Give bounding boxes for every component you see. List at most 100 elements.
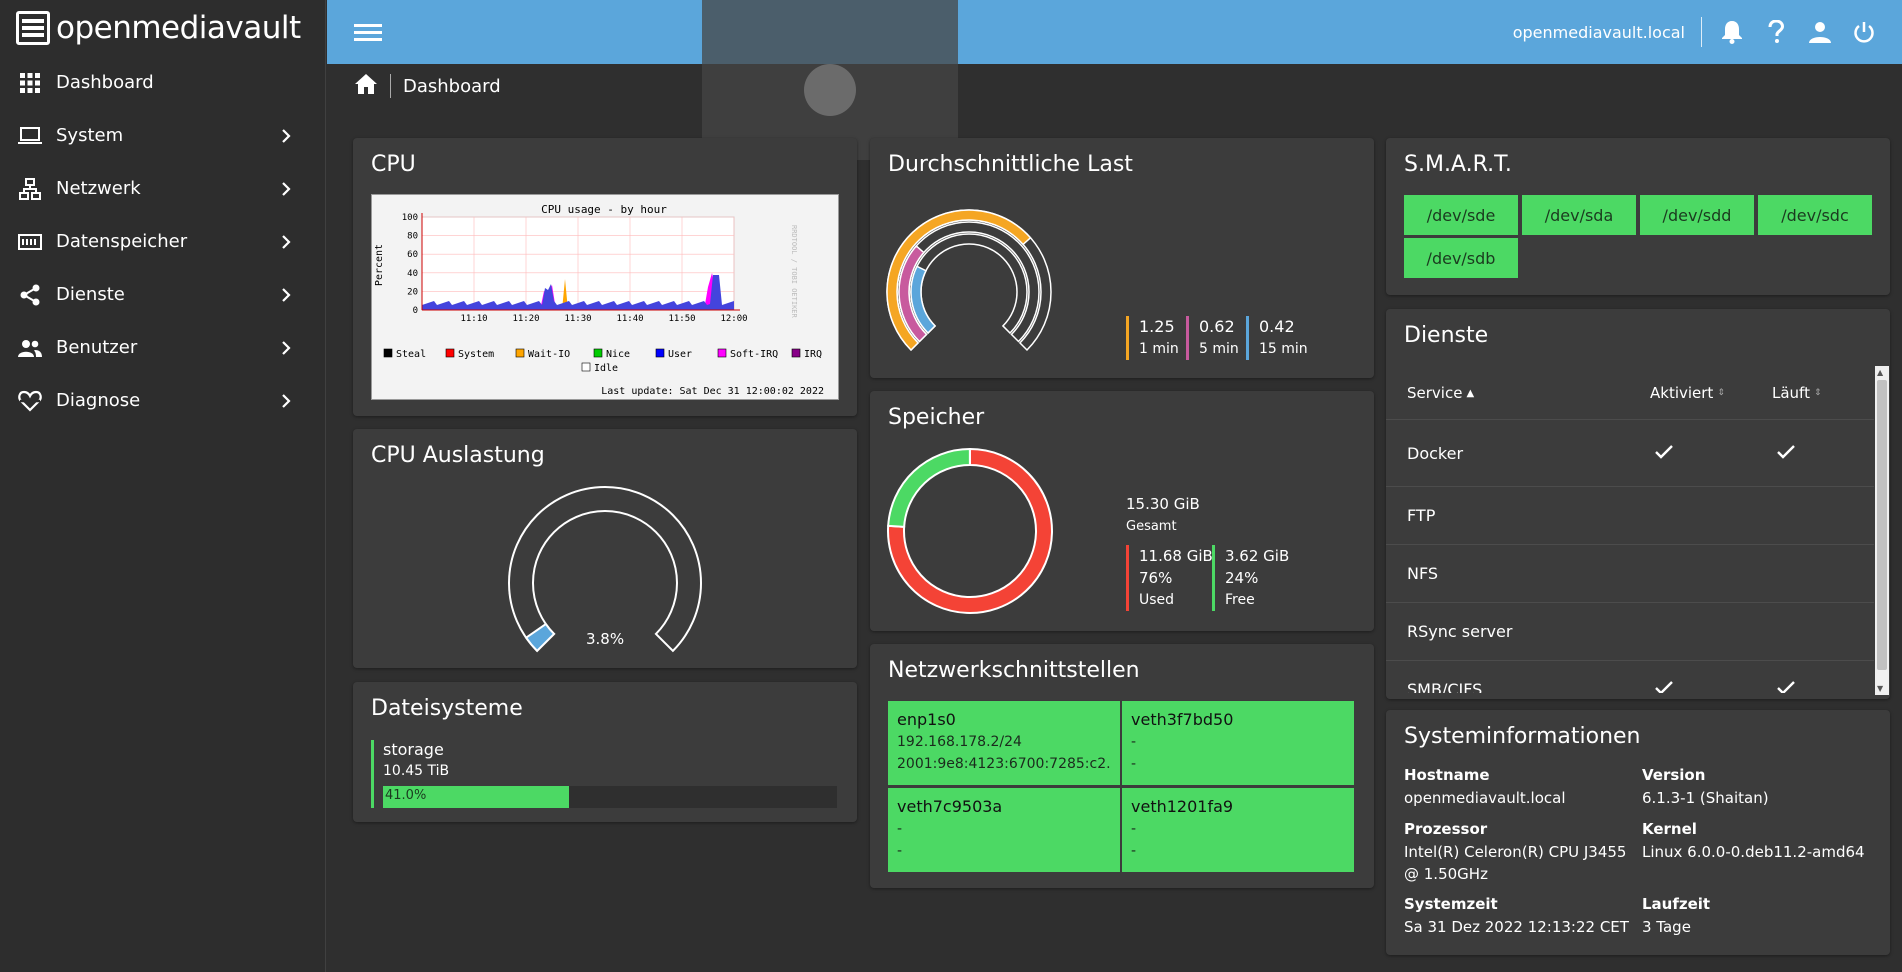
check-icon [1776, 443, 1796, 465]
x-tick-label: 11:10 [460, 314, 487, 324]
load-15min: 0.42 15 min [1246, 316, 1308, 360]
grid-icon [18, 71, 42, 95]
menu-icon[interactable] [354, 20, 382, 45]
check-icon [1654, 679, 1674, 693]
sidebar-item-netzwerk[interactable]: Netzwerk [0, 162, 325, 215]
x-tick-label: 11:20 [512, 314, 539, 324]
bell-icon[interactable] [1710, 10, 1754, 54]
hostname-value: openmediavault.local [1404, 789, 1566, 807]
smart-device-sdb[interactable]: /dev/sdb [1404, 238, 1518, 278]
load-gauge [886, 209, 1052, 352]
smart-device-sdc[interactable]: /dev/sdc [1758, 195, 1872, 235]
column-header-service[interactable]: Service ▲ [1407, 384, 1475, 402]
table-row[interactable]: RSync server [1386, 603, 1874, 661]
table-row[interactable]: NFS [1386, 545, 1874, 603]
memory-free-slice [887, 447, 971, 528]
y-tick-label: 80 [407, 232, 418, 242]
table-row[interactable]: Docker [1386, 421, 1874, 487]
breadcrumb: Dashboard [354, 72, 501, 100]
scroll-up-icon[interactable]: ▲ [1877, 368, 1884, 377]
cpu-usage-value: 3.8% [586, 630, 625, 648]
sidebar-item-label: Netzwerk [56, 178, 141, 199]
memory-used: 11.68 GiB 76% Used [1126, 545, 1213, 611]
home-icon[interactable] [354, 73, 378, 100]
service-name: NFS [1407, 564, 1439, 583]
cpu-usage-gauge [508, 486, 702, 653]
power-icon[interactable] [1842, 10, 1886, 54]
sidebar-item-dienste[interactable]: Dienste [0, 268, 325, 321]
services-card: Dienste Service ▲ Aktiviert ⇕ Läuft ⇕ Do… [1386, 309, 1890, 699]
version-label: Version [1642, 766, 1706, 784]
card-title: CPU [371, 152, 416, 177]
systemtime-label: Systemzeit [1404, 895, 1498, 913]
sidebar-item-diagnose[interactable]: Diagnose [0, 374, 325, 427]
legend-swatch [717, 348, 727, 358]
storage-icon [18, 230, 42, 254]
memory-total: 15.30 GiB [1126, 495, 1200, 513]
smart-device-sde[interactable]: /dev/sde [1404, 195, 1518, 235]
kernel-value: Linux 6.0.0-0.deb11.2-amd64 [1642, 843, 1865, 861]
memory-donut [887, 447, 1053, 614]
sidebar-item-label: Diagnose [56, 390, 141, 411]
chevron-right-icon [281, 124, 295, 148]
sort-icon: ⇕ [1717, 388, 1725, 398]
memory-free: 3.62 GiB 24% Free [1212, 545, 1289, 611]
network-card: Netzwerkschnittstellen enp1s0 192.168.17… [870, 644, 1374, 888]
scroll-down-icon[interactable]: ▼ [1877, 684, 1884, 693]
scrollbar-thumb[interactable] [1877, 380, 1887, 670]
sidebar-item-system[interactable]: System [0, 109, 325, 162]
chevron-right-icon [281, 336, 295, 360]
drag-overlay [702, 0, 958, 160]
legend-swatch [655, 348, 665, 358]
globe-icon [804, 64, 856, 116]
cpu-label: Prozessor [1404, 820, 1488, 838]
chevron-right-icon [281, 230, 295, 254]
interface-veth1201fa9[interactable]: veth1201fa9 - - [1122, 788, 1354, 872]
sidebar-item-label: Dashboard [56, 72, 154, 93]
legend-swatch [593, 348, 603, 358]
cpu-value-line1: Intel(R) Celeron(R) CPU J3455 [1404, 843, 1627, 861]
column-header-enabled[interactable]: Aktiviert ⇕ [1650, 384, 1725, 402]
legend-label: User [668, 349, 692, 360]
graph-ylabel: Percent [374, 244, 385, 286]
column-header-running[interactable]: Läuft ⇕ [1772, 384, 1822, 402]
sidebar: openmediavault Dashboard System Netzwerk… [0, 0, 326, 972]
check-icon [1654, 443, 1674, 465]
legend-label: Soft-IRQ [730, 349, 778, 360]
table-row[interactable]: SMB/CIFS [1386, 661, 1874, 693]
smart-device-sda[interactable]: /dev/sda [1522, 195, 1636, 235]
interface-veth3f7bd50[interactable]: veth3f7bd50 - - [1122, 701, 1354, 785]
legend-label: System [458, 349, 494, 360]
sidebar-item-dashboard[interactable]: Dashboard [0, 56, 325, 109]
y-tick-label: 60 [407, 250, 418, 260]
cpu-usage-card: CPU Auslastung 3.8% [353, 429, 857, 668]
sidebar-item-datenspeicher[interactable]: Datenspeicher [0, 215, 325, 268]
y-tick-label: 0 [413, 306, 418, 316]
user-icon[interactable] [1798, 10, 1842, 54]
interface-veth7c9503a[interactable]: veth7c9503a - - [888, 788, 1120, 872]
sidebar-item-label: Benutzer [56, 337, 138, 358]
logo[interactable]: openmediavault [0, 0, 325, 56]
interface-enp1s0[interactable]: enp1s0 192.168.178.2/24 2001:9e8:4123:67… [888, 701, 1120, 785]
table-row[interactable]: FTP [1386, 487, 1874, 545]
graph-side-text: RRDTOOL / TOBI OETIKER [790, 225, 798, 319]
service-name: Docker [1407, 444, 1464, 463]
filesystem-name: storage [383, 740, 444, 759]
card-title: Dateisysteme [371, 696, 523, 721]
hostname-label: openmediavault.local [1512, 22, 1685, 42]
cpu-card: CPU CPU usage - by hour Percent RRDTOOL … [353, 138, 857, 416]
legend-swatch [445, 348, 455, 358]
sidebar-item-label: Datenspeicher [56, 231, 188, 252]
share-icon [18, 283, 42, 307]
legend-label: IRQ [804, 349, 822, 360]
filesystems-card: Dateisysteme storage 10.45 TiB 41.0% [353, 682, 857, 822]
legend-label: Steal [396, 349, 426, 360]
sidebar-item-benutzer[interactable]: Benutzer [0, 321, 325, 374]
scrollbar[interactable]: ▲ ▼ [1875, 366, 1889, 695]
help-icon[interactable] [1754, 10, 1798, 54]
cpu-value-line2: @ 1.50GHz [1404, 865, 1488, 883]
load-ring-fill [910, 265, 937, 335]
smart-device-sdd[interactable]: /dev/sdd [1640, 195, 1754, 235]
x-tick-label: 12:00 [720, 314, 747, 324]
load-card: Durchschnittliche Last 1.25 1 min 0.62 5… [870, 138, 1374, 378]
